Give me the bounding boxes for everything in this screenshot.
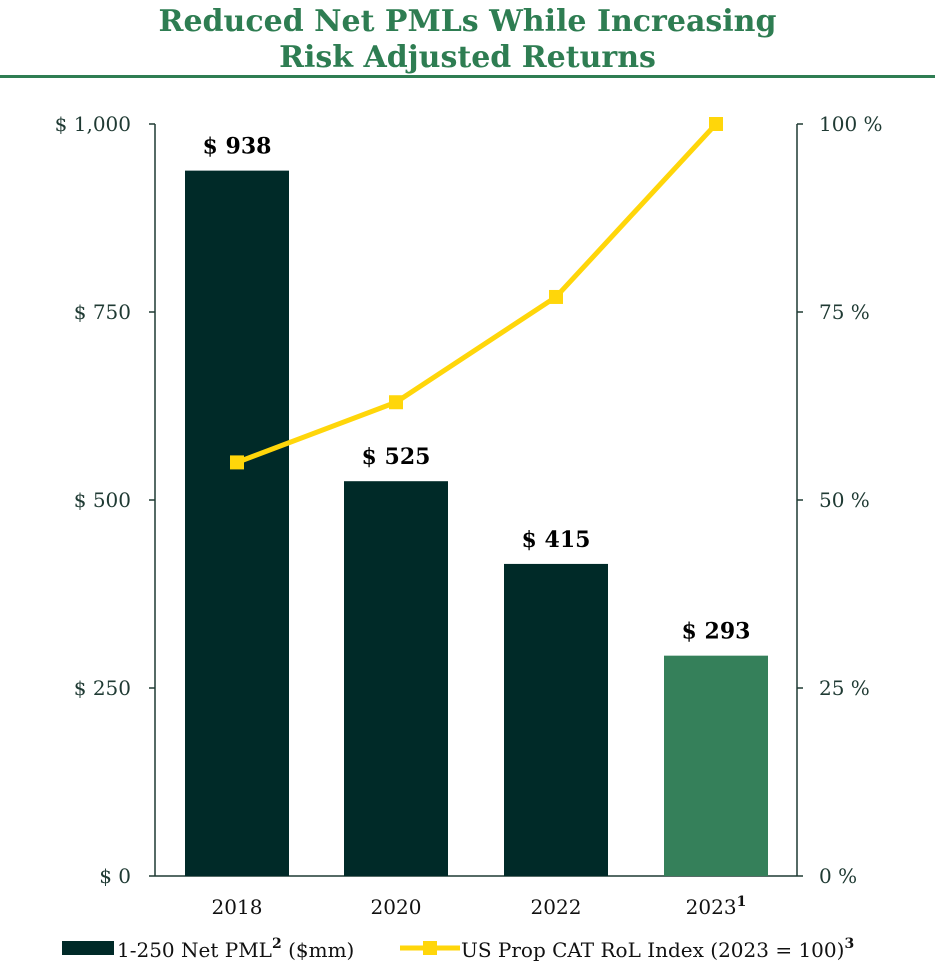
legend-swatch-pml [62, 941, 114, 955]
legend-label-pml: 1-250 Net PML2 ($mm) [117, 936, 354, 962]
left-tick-label: $ 250 [74, 676, 131, 700]
right-tick-label: 75 % [819, 300, 870, 324]
rol-index-marker-2022 [549, 289, 563, 304]
legend-label-rol: US Prop CAT RoL Index (2023 = 100)3 [461, 936, 854, 962]
bar-2022 [504, 563, 608, 876]
left-tick-label: $ 500 [74, 488, 131, 512]
rol-index-marker-2020 [389, 395, 403, 410]
category-label-2023: 20231 [686, 894, 747, 919]
left-tick-label: $ 0 [99, 864, 131, 888]
bar-2023 [664, 655, 768, 876]
chart-title-line-1: Reduced Net PMLs While Increasing [158, 4, 777, 39]
right-tick-label: 25 % [819, 676, 870, 700]
bar-data-label: $ 415 [522, 527, 591, 553]
chart-title-line-2: Risk Adjusted Returns [279, 40, 656, 75]
legend-marker-rol [423, 941, 437, 955]
rol-index-line [236, 122, 718, 465]
category-label-2022: 2022 [531, 895, 582, 919]
bar-2020 [344, 481, 448, 876]
bar-data-label: $ 293 [682, 619, 751, 645]
category-label-2020: 2020 [371, 895, 422, 919]
right-tick-label: 50 % [819, 488, 870, 512]
title-divider [0, 75, 935, 78]
right-tick-label: 100 % [819, 112, 883, 136]
bar-data-label: $ 525 [362, 444, 431, 470]
category-label-2018: 2018 [212, 895, 263, 919]
rol-index-marker-2018 [230, 455, 244, 470]
rol-index-marker-2023 [709, 117, 723, 131]
left-tick-label: $ 1,000 [55, 112, 131, 136]
bar-data-label: $ 938 [203, 134, 272, 160]
right-tick-label: 0 % [819, 864, 857, 888]
bar-2018 [185, 170, 289, 876]
left-tick-label: $ 750 [74, 300, 131, 324]
chart-title: Reduced Net PMLs While Increasing Risk A… [0, 4, 935, 76]
